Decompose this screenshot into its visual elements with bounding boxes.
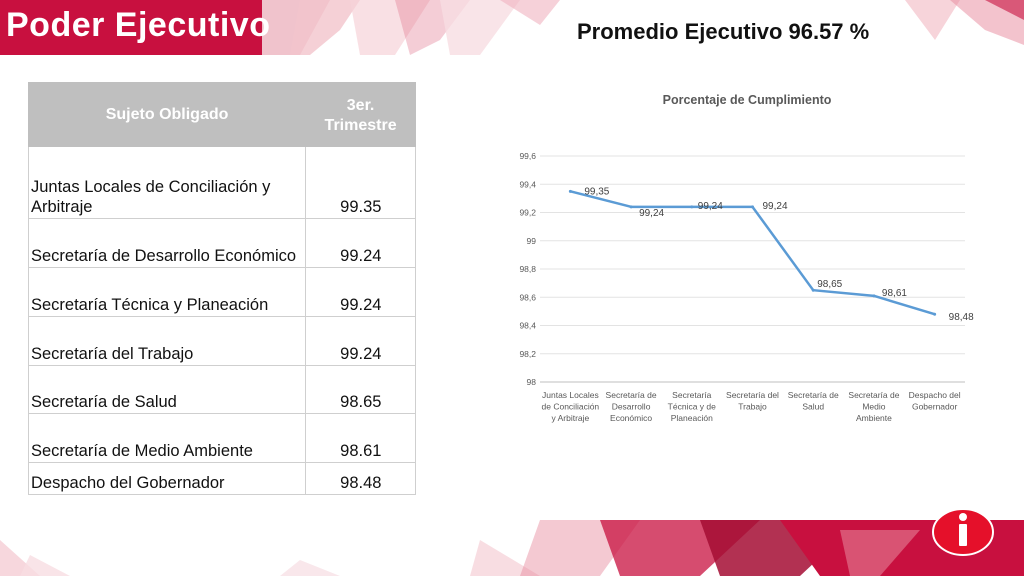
promedio-heading: Promedio Ejecutivo 96.57 % <box>577 19 870 44</box>
page-title: Poder Ejecutivo <box>6 6 271 44</box>
y-tick-label: 99 <box>527 236 537 246</box>
y-axis: 99,6 99,4 99,2 99 98,8 98,6 98,4 98,2 98 <box>519 151 536 387</box>
x-tick-label: Secretaría Técnica y de Planeación <box>668 390 716 423</box>
row-name: Secretaría Técnica y Planeación <box>27 267 307 317</box>
bottom-decoration <box>0 520 1024 576</box>
title-background <box>0 0 262 55</box>
header-sujeto: Sujeto Obligado <box>27 82 307 147</box>
row-name: Secretaría de Salud <box>27 365 307 414</box>
table-row: Despacho del Gobernador 98.48 <box>27 462 416 495</box>
row-name: Secretaría de Desarrollo Económico <box>27 218 307 268</box>
data-point <box>751 205 754 209</box>
y-tick-label: 98 <box>527 377 537 387</box>
data-point <box>933 312 937 316</box>
table-row: Secretaría de Desarrollo Económico 99.24 <box>27 218 416 268</box>
chart-grid <box>540 155 965 383</box>
data-label: 99,24 <box>639 208 664 219</box>
row-name: Secretaría de Medio Ambiente <box>27 413 307 463</box>
row-name: Secretaría del Trabajo <box>27 316 307 366</box>
x-tick-label: Juntas Locales de Conciliación y Arbitraje <box>542 390 600 423</box>
compliance-chart: Porcentaje de Cumplimiento 99,6 99,4 99,2 9… <box>490 82 990 442</box>
y-tick-label: 98,2 <box>519 349 536 359</box>
y-tick-label: 98,8 <box>519 264 536 274</box>
data-point <box>811 288 815 292</box>
chart-svg: Porcentaje de Cumplimiento 99,699,499,29… <box>519 93 974 423</box>
x-tick-label: Secretaría del Trabajo <box>726 390 779 412</box>
chart-series: 99,35 99,24 99,24 99,24 98,65 98,61 98,48 <box>568 186 974 323</box>
x-tick-label: Despacho del Gobernador <box>909 390 961 412</box>
row-value: 99.24 <box>305 267 416 317</box>
table-header-row: Sujeto Obligado 3er. Trimestre <box>27 82 416 147</box>
banner-decoration <box>262 0 1024 55</box>
data-point <box>872 294 876 298</box>
x-tick-label: Secretaría de Salud <box>788 390 839 412</box>
header-banner: Poder Ejecutivo <box>0 0 1024 55</box>
row-value: 98.65 <box>305 365 416 414</box>
y-tick-label: 98,4 <box>519 321 536 331</box>
table-row: Secretaría de Salud 98.65 <box>27 365 416 414</box>
data-point <box>690 205 694 209</box>
y-tick-label: 98,6 <box>519 292 536 302</box>
row-value: 99.24 <box>305 218 416 268</box>
data-label: 98,48 <box>949 312 974 323</box>
table-row: Juntas Locales de Conciliación y Arbitra… <box>27 146 416 219</box>
row-value: 99.35 <box>305 146 416 219</box>
data-label: 99,24 <box>763 201 788 212</box>
y-tick-label: 99,6 <box>519 151 536 161</box>
x-tick-label: Secretaría de Desarrollo Económico <box>606 390 657 423</box>
y-tick-label: 99,4 <box>519 179 536 189</box>
row-name: Despacho del Gobernador <box>27 462 307 495</box>
row-value: 98.61 <box>305 413 416 463</box>
chart-title: Porcentaje de Cumplimiento <box>663 93 832 107</box>
row-name: Juntas Locales de Conciliación y Arbitra… <box>27 146 307 219</box>
data-label: 98,61 <box>882 288 907 299</box>
data-label: 98,65 <box>817 279 842 290</box>
data-point <box>568 189 572 193</box>
data-point <box>629 205 633 209</box>
table-row: Secretaría de Medio Ambiente 98.61 <box>27 413 416 463</box>
row-value: 98.48 <box>305 462 416 495</box>
header-trimestre: 3er. Trimestre <box>305 82 416 147</box>
row-value: 99.24 <box>305 316 416 366</box>
y-tick-label: 99,2 <box>519 208 536 218</box>
x-tick-label: Secretaría de Medio Ambiente <box>848 390 899 423</box>
compliance-table: Sujeto Obligado 3er. Trimestre Juntas Loc… <box>27 82 416 495</box>
data-label: 99,35 <box>584 186 609 197</box>
series-line <box>570 190 936 316</box>
table-row: Secretaría Técnica y Planeación 99.24 <box>27 267 416 317</box>
info-i-icon <box>932 508 994 556</box>
x-axis: Juntas Locales de Conciliación y Arbitraje… <box>542 390 961 423</box>
data-label: 99,24 <box>698 201 723 212</box>
table-row: Secretaría del Trabajo 99.24 <box>27 316 416 366</box>
